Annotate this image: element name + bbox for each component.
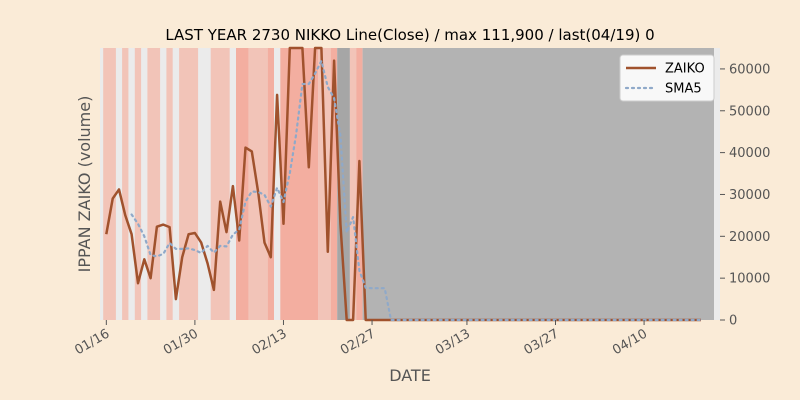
y-tick-label: 0 (729, 314, 737, 329)
plot-area (100, 46, 720, 322)
shaded-region-10 (267, 48, 274, 320)
legend-box (619, 54, 715, 102)
shaded-region-15 (349, 48, 357, 320)
y-tick-label: 40000 (729, 146, 770, 161)
shaded-region-4 (147, 48, 161, 320)
series-layer (105, 46, 703, 322)
y-tick-label: 60000 (729, 62, 770, 77)
shaded-region-13 (330, 48, 338, 320)
x-axis-title: DATE (389, 366, 431, 385)
shaded-region-9 (248, 48, 268, 320)
legend: ZAIKO SMA5 (619, 54, 715, 102)
y-tick-label: 10000 (729, 272, 770, 287)
y-tick-label: 50000 (729, 104, 770, 119)
y-axis: 0 10000 20000 30000 40000 50000 60000 (720, 62, 770, 329)
shaded-region-6 (179, 48, 199, 320)
chart-title: LAST YEAR 2730 NIKKO Line(Close) / max 1… (165, 26, 654, 44)
shaded-region-1 (103, 48, 116, 320)
y-tick-label: 20000 (729, 230, 770, 245)
legend-label-sma5: SMA5 (665, 82, 702, 97)
y-tick-label: 30000 (729, 188, 770, 203)
shaded-region-3 (134, 48, 142, 320)
series-line-zaiko (105, 46, 701, 322)
legend-label-zaiko: ZAIKO (665, 62, 705, 77)
shaded-region-5 (166, 48, 173, 320)
shaded-region-2 (122, 48, 129, 320)
series-line-sma5 (130, 59, 703, 322)
y-axis-title: IPPAN ZAIKO (volume) (75, 96, 94, 273)
